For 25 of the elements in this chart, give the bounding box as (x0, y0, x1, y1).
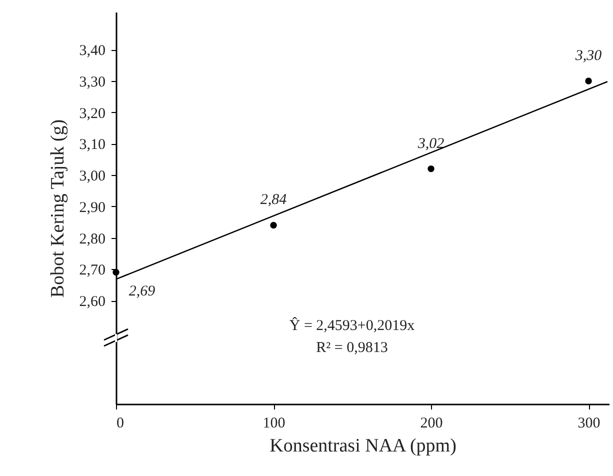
point (270, 222, 277, 229)
y-tick-label: 2,70 (79, 262, 106, 279)
point (585, 78, 592, 84)
x-tick-label: 0 (116, 416, 124, 432)
point (112, 268, 120, 276)
data-label: 3,02 (416, 136, 445, 152)
y-tick-label: 3,40 (79, 43, 106, 60)
y-tick-label: 3,30 (79, 74, 106, 90)
data-label: 3,30 (574, 48, 602, 64)
annotation: Ŷ = 2,4593+0,2019x (289, 317, 416, 334)
x-axis-title: Konsentrasi NAA (ppm) (270, 436, 456, 456)
x-tick-label: 300 (578, 416, 600, 432)
y-tick-label: 3,00 (79, 168, 106, 185)
annotation: R² = 0,9813 (316, 340, 388, 356)
data-label: 2,84 (260, 192, 288, 208)
point (428, 165, 434, 172)
y-tick-label: 2,80 (79, 231, 106, 248)
y-tick-label: 2,60 (79, 294, 106, 310)
data-label: 2,69 (128, 283, 156, 300)
y-tick-label: 2,90 (79, 200, 106, 216)
x-tick-label: 200 (420, 416, 443, 432)
y-axis-title: Bobot Kering Tajuk (g) (47, 119, 68, 298)
y-tick-label: 3,20 (79, 106, 106, 122)
y-tick-label: 3,10 (79, 137, 106, 154)
x-tick-label: 100 (262, 416, 286, 432)
